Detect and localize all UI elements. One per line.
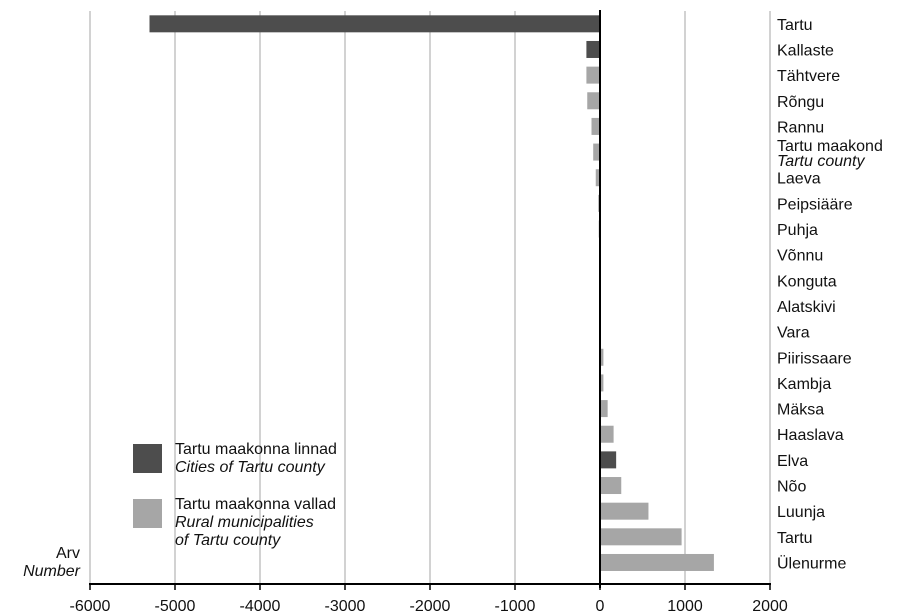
category-labels: Tartu Kallaste Tähtvere Rõngu Rannu Tartu maa…: [777, 17, 883, 573]
category-label: Rannu: [777, 119, 824, 136]
bars: [149, 15, 714, 571]
legend-label-cities: Tartu maakonna linnad: [175, 441, 337, 458]
x-tick-label: -2000: [410, 598, 451, 614]
bar-tartu: [600, 528, 682, 546]
legend-swatch-cities: [133, 444, 162, 473]
legend-label-rural-en-1: Rural municipalities: [175, 514, 314, 531]
legend-label-rural: Tartu maakonna vallad: [175, 496, 336, 513]
category-label: Ülenurme: [777, 554, 846, 572]
category-label: Luunja: [777, 504, 825, 521]
bar-nõo: [600, 477, 622, 495]
category-label: Piirissaare: [777, 350, 852, 367]
bar-tähtvere: [586, 66, 600, 84]
x-tick-labels: -6000 -5000 -4000 -3000 -2000 -1000 0 1000 2000: [70, 598, 788, 614]
bar-tartu-maakond: [593, 143, 600, 161]
bar-tartu: [149, 15, 600, 33]
x-tick-label: 2000: [752, 598, 788, 614]
x-tick-label: -3000: [325, 598, 366, 614]
legend-label-cities-en: Cities of Tartu county: [175, 459, 325, 476]
category-label: Laeva: [777, 171, 821, 188]
bar-luunja: [600, 502, 649, 520]
bar-haaslava: [600, 425, 614, 443]
category-label: Peipsiääre: [777, 196, 853, 213]
category-label: Haaslava: [777, 427, 844, 444]
axis-unit-label: Arv Number: [23, 545, 80, 581]
category-label: Kallaste: [777, 42, 834, 59]
bar-elva: [600, 451, 617, 469]
bar-rannu: [591, 117, 600, 135]
x-tick-label: 1000: [667, 598, 703, 614]
category-label: Võnnu: [777, 248, 823, 265]
x-tick-label: -6000: [70, 598, 111, 614]
legend-label-rural-en-2: of Tartu county: [175, 532, 281, 549]
category-label: Elva: [777, 453, 808, 470]
bar-laeva: [595, 169, 600, 187]
category-label: Mäksa: [777, 402, 824, 419]
bar-kallaste: [586, 40, 600, 58]
x-tick-label: -1000: [495, 598, 536, 614]
category-label-en: Tartu county: [777, 153, 865, 170]
category-label: Vara: [777, 325, 810, 342]
category-label: Kambja: [777, 376, 831, 393]
axes: [89, 10, 771, 590]
bar-mäksa: [600, 400, 608, 418]
category-label: Tartu: [777, 17, 813, 34]
category-label: Tähtvere: [777, 68, 840, 85]
bar-rõngu: [587, 92, 600, 110]
bar-ülenurme: [600, 553, 714, 571]
category-label: Puhja: [777, 222, 818, 239]
category-label: Rõngu: [777, 94, 824, 111]
category-label: Alatskivi: [777, 299, 836, 316]
bar-kambja: [600, 374, 604, 392]
category-label: Tartu maakond: [777, 138, 883, 155]
category-label: Nõo: [777, 479, 806, 496]
x-tick-label: -4000: [240, 598, 281, 614]
category-label: Konguta: [777, 273, 837, 290]
grid-lines: [89, 11, 771, 584]
legend-swatch-rural: [133, 499, 162, 528]
bar-piirissaare: [600, 348, 604, 366]
x-tick-label: -5000: [155, 598, 196, 614]
x-tick-label: 0: [596, 598, 605, 614]
category-label: Tartu: [777, 530, 813, 547]
unit-label-et: Arv: [56, 545, 80, 562]
unit-label-en: Number: [23, 563, 80, 580]
